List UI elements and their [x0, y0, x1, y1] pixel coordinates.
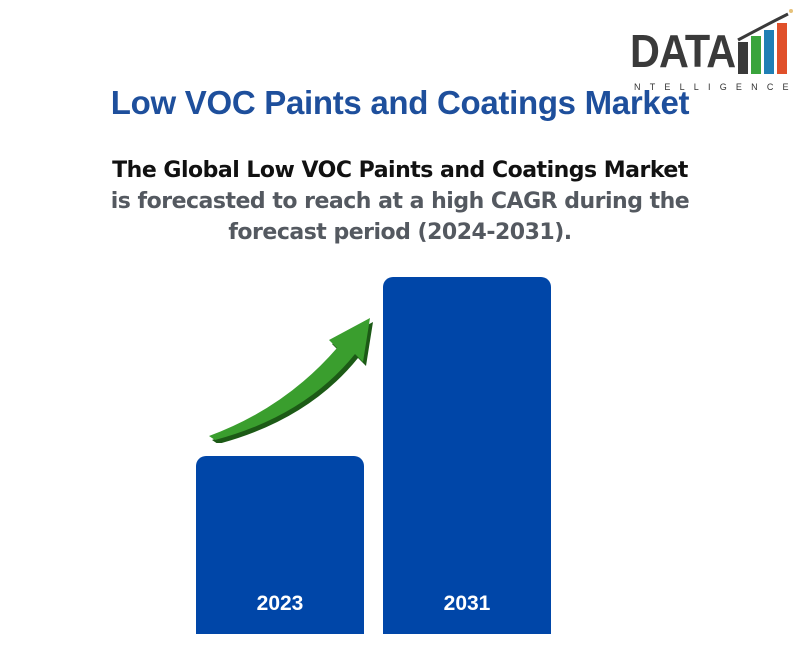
- description-line-3: forecast period (2024-2031).: [228, 220, 572, 245]
- bar-2023: 2023: [196, 456, 364, 634]
- logo-subtext: NTELLIGENCE: [634, 82, 798, 92]
- page-title: Low VOC Paints and Coatings Market: [110, 84, 690, 121]
- bar-label-2023: 2023: [256, 592, 304, 615]
- bar-2031: 2031: [383, 277, 551, 634]
- logo-bars-icon: [737, 9, 793, 74]
- data-intelligence-logo: DATA NTELLIGENCE: [626, 6, 796, 94]
- description-line-1: The Global Low VOC Paints and Coatings M…: [112, 158, 688, 183]
- market-description: The Global Low VOC Paints and Coatings M…: [60, 155, 740, 248]
- growth-arrow-icon: [209, 318, 373, 443]
- logo-text: DATA: [630, 25, 736, 77]
- bar-label-2031: 2031: [443, 592, 491, 615]
- description-line-2: is forecasted to reach at a high CAGR du…: [110, 189, 690, 214]
